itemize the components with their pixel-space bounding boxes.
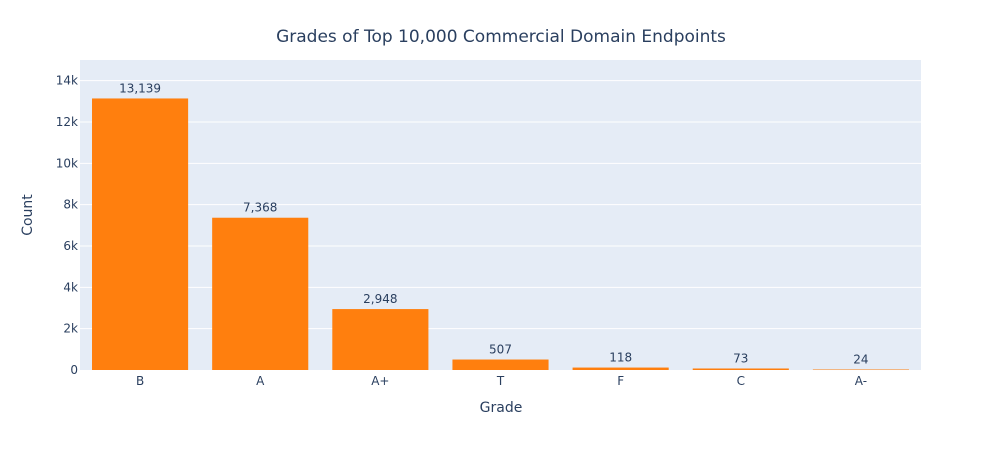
y-tick-label: 10k — [56, 156, 78, 170]
bar-value-label: 2,948 — [363, 292, 397, 306]
bar — [452, 359, 549, 370]
y-tick-label: 14k — [56, 74, 78, 88]
bar — [92, 98, 189, 370]
bar-value-label: 24 — [853, 353, 868, 367]
y-tick-label: 4k — [63, 280, 78, 294]
bar-value-label: 73 — [733, 351, 748, 365]
y-tick-label: 12k — [56, 115, 78, 129]
x-tick-label: A- — [855, 374, 867, 388]
x-axis-title: Grade — [480, 400, 523, 416]
bar — [692, 368, 789, 370]
bar-value-label: 13,139 — [119, 81, 161, 95]
y-axis-ticks: 0 2k 4k 6k 8k 10k 12k 14k — [56, 74, 78, 377]
y-tick-label: 8k — [63, 198, 78, 212]
x-tick-label: F — [617, 374, 624, 388]
bar-value-label: 507 — [489, 343, 512, 357]
x-axis-ticks: B A A+ T F C A- — [136, 374, 867, 388]
x-tick-label: A+ — [371, 374, 389, 388]
chart-title: Grades of Top 10,000 Commercial Domain E… — [276, 27, 726, 47]
x-tick-label: T — [496, 374, 505, 388]
bar-value-label: 118 — [609, 351, 632, 365]
y-tick-label: 2k — [63, 322, 78, 336]
plot-background — [80, 60, 921, 370]
bar — [332, 309, 429, 370]
bar — [212, 217, 309, 370]
bar — [572, 367, 669, 370]
bars — [92, 98, 909, 371]
x-tick-label: C — [737, 374, 745, 388]
x-tick-label: B — [136, 374, 144, 388]
y-axis-title: Count — [20, 194, 36, 236]
x-tick-label: A — [256, 374, 265, 388]
bar-value-label: 7,368 — [243, 201, 277, 215]
y-tick-label: 6k — [63, 239, 78, 253]
y-tick-label: 0 — [70, 363, 78, 377]
bar-labels: 13,139 7,368 2,948 507 118 73 24 — [119, 81, 868, 366]
bar — [812, 369, 909, 371]
